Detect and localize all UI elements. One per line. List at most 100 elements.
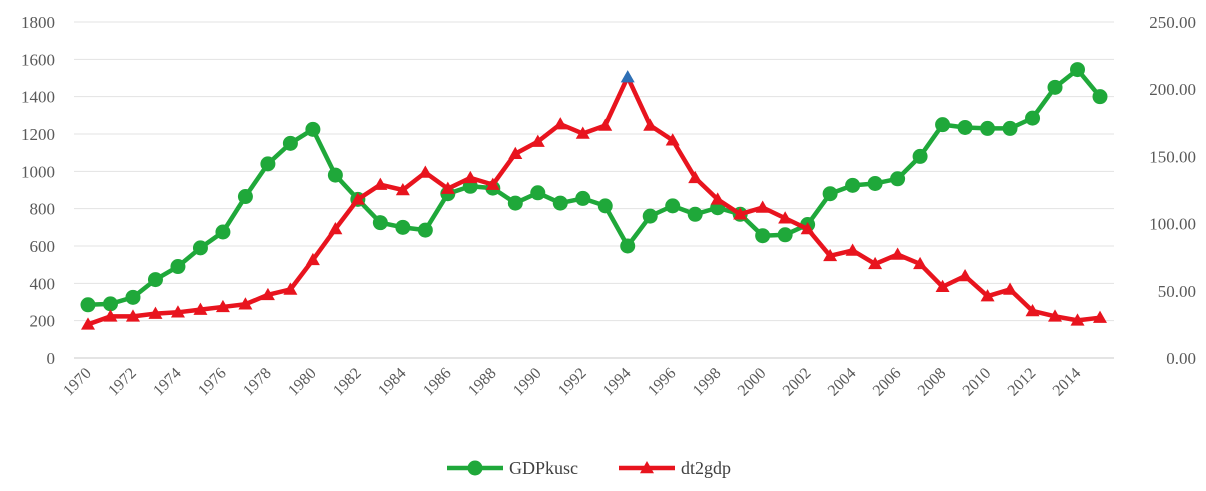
data-point (710, 192, 725, 205)
right-axis: 0.00 50.00 100.00 150.00 200.00 250.00 (1149, 13, 1196, 368)
data-point (215, 224, 231, 240)
data-point (372, 215, 388, 231)
data-point (1025, 303, 1040, 317)
data-point (958, 269, 973, 282)
series-GDPkusc (80, 62, 1108, 313)
x-tick-label: 1988 (465, 365, 500, 400)
data-point (507, 195, 523, 211)
data-point (1092, 89, 1108, 105)
y-left-tick-label: 1200 (21, 125, 55, 144)
data-point (81, 317, 95, 330)
data-point (260, 287, 275, 301)
x-tick-label: 1974 (150, 365, 185, 400)
left-axis: 0 200 400 600 800 1000 1200 1400 1600 1800 (21, 13, 55, 368)
series-line (85, 67, 1103, 308)
data-point (1048, 309, 1063, 322)
legend-label: GDPkusc (509, 458, 578, 478)
data-point (530, 134, 545, 147)
data-point (935, 117, 951, 133)
data-point (688, 170, 703, 184)
data-point (890, 171, 906, 187)
x-tick-label: 2008 (915, 365, 950, 400)
x-tick-label: 1994 (600, 365, 635, 400)
data-point (890, 247, 905, 260)
data-point (620, 238, 636, 254)
data-point (1003, 282, 1018, 295)
data-point (755, 228, 771, 244)
data-point (192, 240, 208, 256)
data-point (598, 118, 613, 131)
data-point (305, 252, 320, 266)
data-point (350, 192, 365, 205)
data-point (755, 200, 770, 213)
data-point (193, 302, 208, 315)
data-point (1025, 110, 1041, 126)
data-point (778, 211, 793, 224)
x-tick-label: 2006 (870, 365, 905, 400)
y-right-tick-label: 200.00 (1149, 80, 1196, 99)
y-left-tick-label: 600 (30, 237, 56, 256)
y-left-tick-label: 200 (30, 312, 56, 331)
data-point (867, 175, 883, 191)
data-point (1047, 79, 1063, 95)
y-left-tick-label: 1400 (21, 88, 55, 107)
data-point (597, 198, 613, 214)
data-point (912, 148, 928, 164)
x-tick-label: 1992 (555, 365, 590, 400)
y-right-tick-label: 0.00 (1166, 349, 1196, 368)
data-point (575, 126, 590, 139)
y-left-tick-label: 1000 (21, 162, 55, 181)
legend-marker (640, 461, 654, 474)
data-point (80, 297, 96, 313)
y-right-tick-label: 250.00 (1149, 13, 1196, 32)
data-point (102, 296, 118, 312)
x-tick-label: 1980 (285, 365, 320, 400)
legend-marker (467, 460, 483, 476)
data-point (777, 227, 793, 243)
data-point (373, 177, 388, 190)
data-point (463, 170, 478, 184)
x-axis: 1970 1972 1974 1976 1978 1980 1982 1984 1986 1988… (60, 365, 1084, 400)
legend-item-GDPkusc: GDPkusc (447, 458, 578, 478)
x-tick-label: 1990 (510, 365, 545, 400)
y-right-tick-label: 100.00 (1149, 215, 1196, 234)
y-right-tick-label: 50.00 (1158, 282, 1196, 301)
data-point (553, 117, 568, 130)
data-point (845, 177, 861, 193)
data-point (170, 305, 185, 318)
y-right-tick-label: 150.00 (1149, 147, 1196, 166)
data-point (328, 221, 343, 235)
series-layer (80, 62, 1108, 330)
data-point (822, 186, 838, 202)
data-point (238, 297, 253, 310)
data-point (282, 135, 298, 151)
data-point (643, 118, 658, 131)
y-left-tick-label: 800 (30, 200, 56, 219)
data-point (957, 119, 973, 135)
data-point (237, 189, 253, 205)
data-point (845, 243, 860, 256)
y-left-tick-label: 1600 (21, 50, 55, 69)
series-line (85, 74, 1103, 327)
y-left-tick-label: 400 (30, 274, 56, 293)
data-point (642, 208, 658, 224)
data-point (147, 272, 163, 288)
data-point (125, 289, 141, 305)
y-left-tick-label: 1800 (21, 13, 55, 32)
data-point (575, 190, 591, 206)
x-tick-label: 1976 (195, 365, 230, 400)
data-point (980, 289, 995, 302)
data-point (665, 198, 681, 214)
data-point (530, 185, 546, 201)
data-point (305, 121, 321, 137)
data-point (733, 207, 748, 220)
data-point (418, 165, 433, 178)
data-point (170, 259, 186, 275)
data-point (327, 167, 343, 183)
data-point (103, 309, 118, 322)
data-point (913, 256, 928, 270)
data-point (417, 222, 433, 238)
x-tick-label: 1972 (105, 365, 140, 400)
x-tick-label: 1982 (330, 365, 365, 400)
